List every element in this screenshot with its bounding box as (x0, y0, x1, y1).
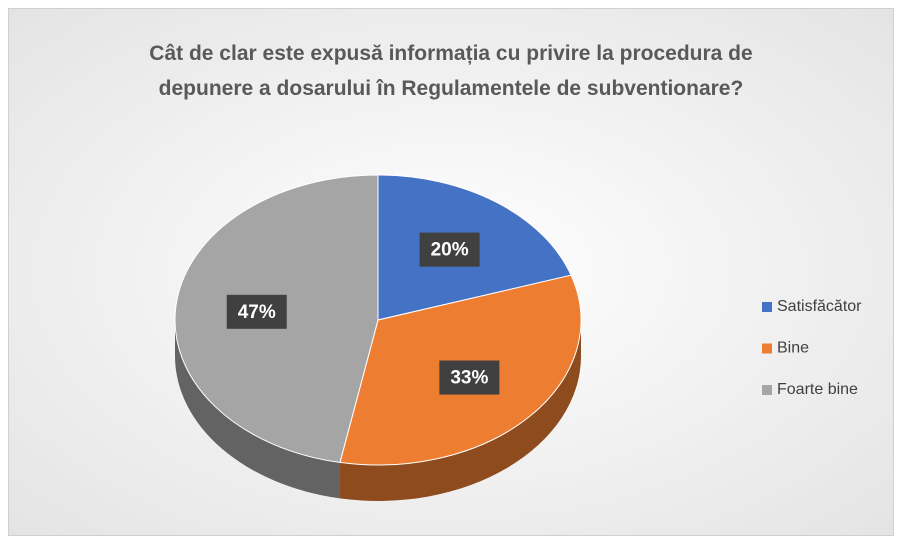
slice-side (339, 320, 581, 501)
legend-label: Bine (777, 340, 809, 357)
legend-swatch (762, 302, 772, 312)
legend: Satisfăcător Bine Foarte bine (762, 298, 862, 398)
legend-swatch (762, 385, 772, 395)
data-label: 20% (431, 240, 469, 261)
chart-title: Cât de clar este expusă informația cu pr… (149, 42, 753, 100)
legend-label: Foarte bine (777, 381, 858, 398)
data-label-box (419, 232, 480, 267)
data-label-box (439, 360, 500, 395)
legend-label: Satisfăcător (777, 298, 862, 315)
data-label: 47% (238, 302, 276, 323)
data-label: 33% (450, 368, 488, 389)
legend-swatch (762, 343, 772, 354)
data-label-box (226, 294, 287, 329)
pie: 20% 33% 47% (174, 174, 582, 501)
